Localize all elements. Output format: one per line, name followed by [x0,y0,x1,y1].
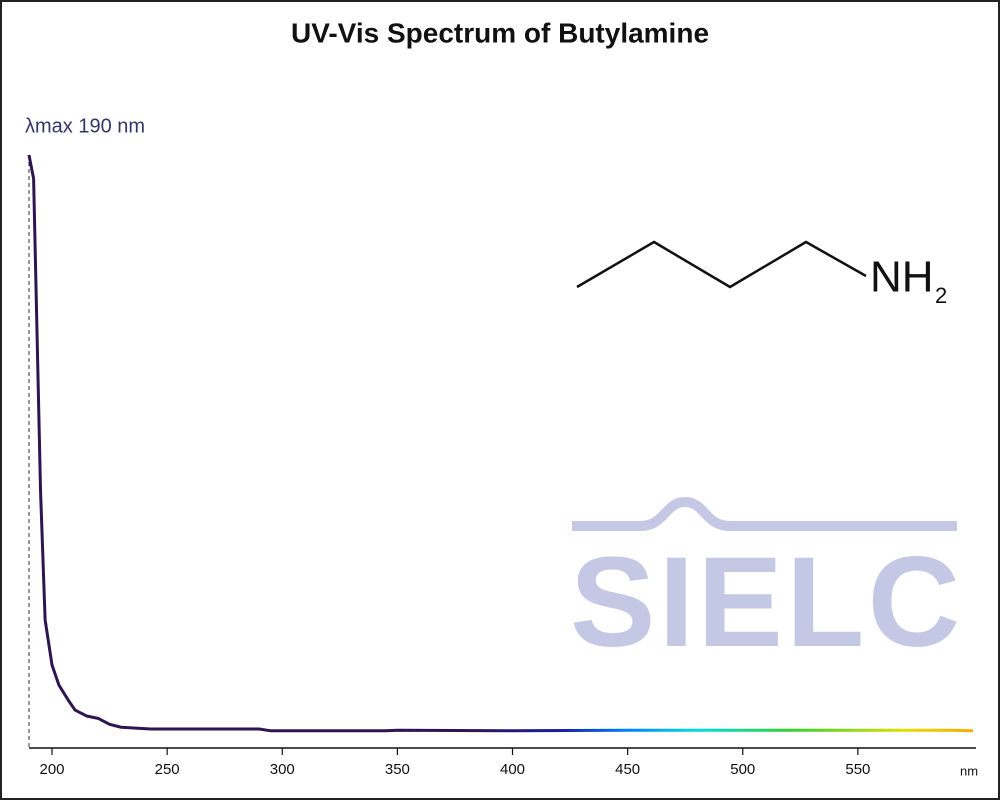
annotation: λmax 190 nm [25,115,145,137]
group-subscript: 2 [935,283,947,308]
spectrum-line [27,154,974,733]
x-tick-label: 350 [385,761,410,778]
bond [576,240,867,289]
x-tick-label: 550 [845,761,870,778]
group-label: NH [870,253,934,302]
x-tick-label: 450 [615,761,640,778]
x-tick-label: 300 [270,761,295,778]
watermark: SIELC [570,531,960,674]
x-tick-label: 200 [40,761,65,778]
x-axis-label: nm [960,763,978,778]
watermark-group: SIELC [570,496,960,674]
x-tick-label: 500 [730,761,755,778]
watermark-wave [572,496,957,531]
x-tick-label: 250 [155,761,180,778]
chart-title: UV-Vis Spectrum of Butylamine [291,17,709,48]
molecule: NH 2 [576,240,947,308]
x-tick-label: 400 [500,761,525,778]
